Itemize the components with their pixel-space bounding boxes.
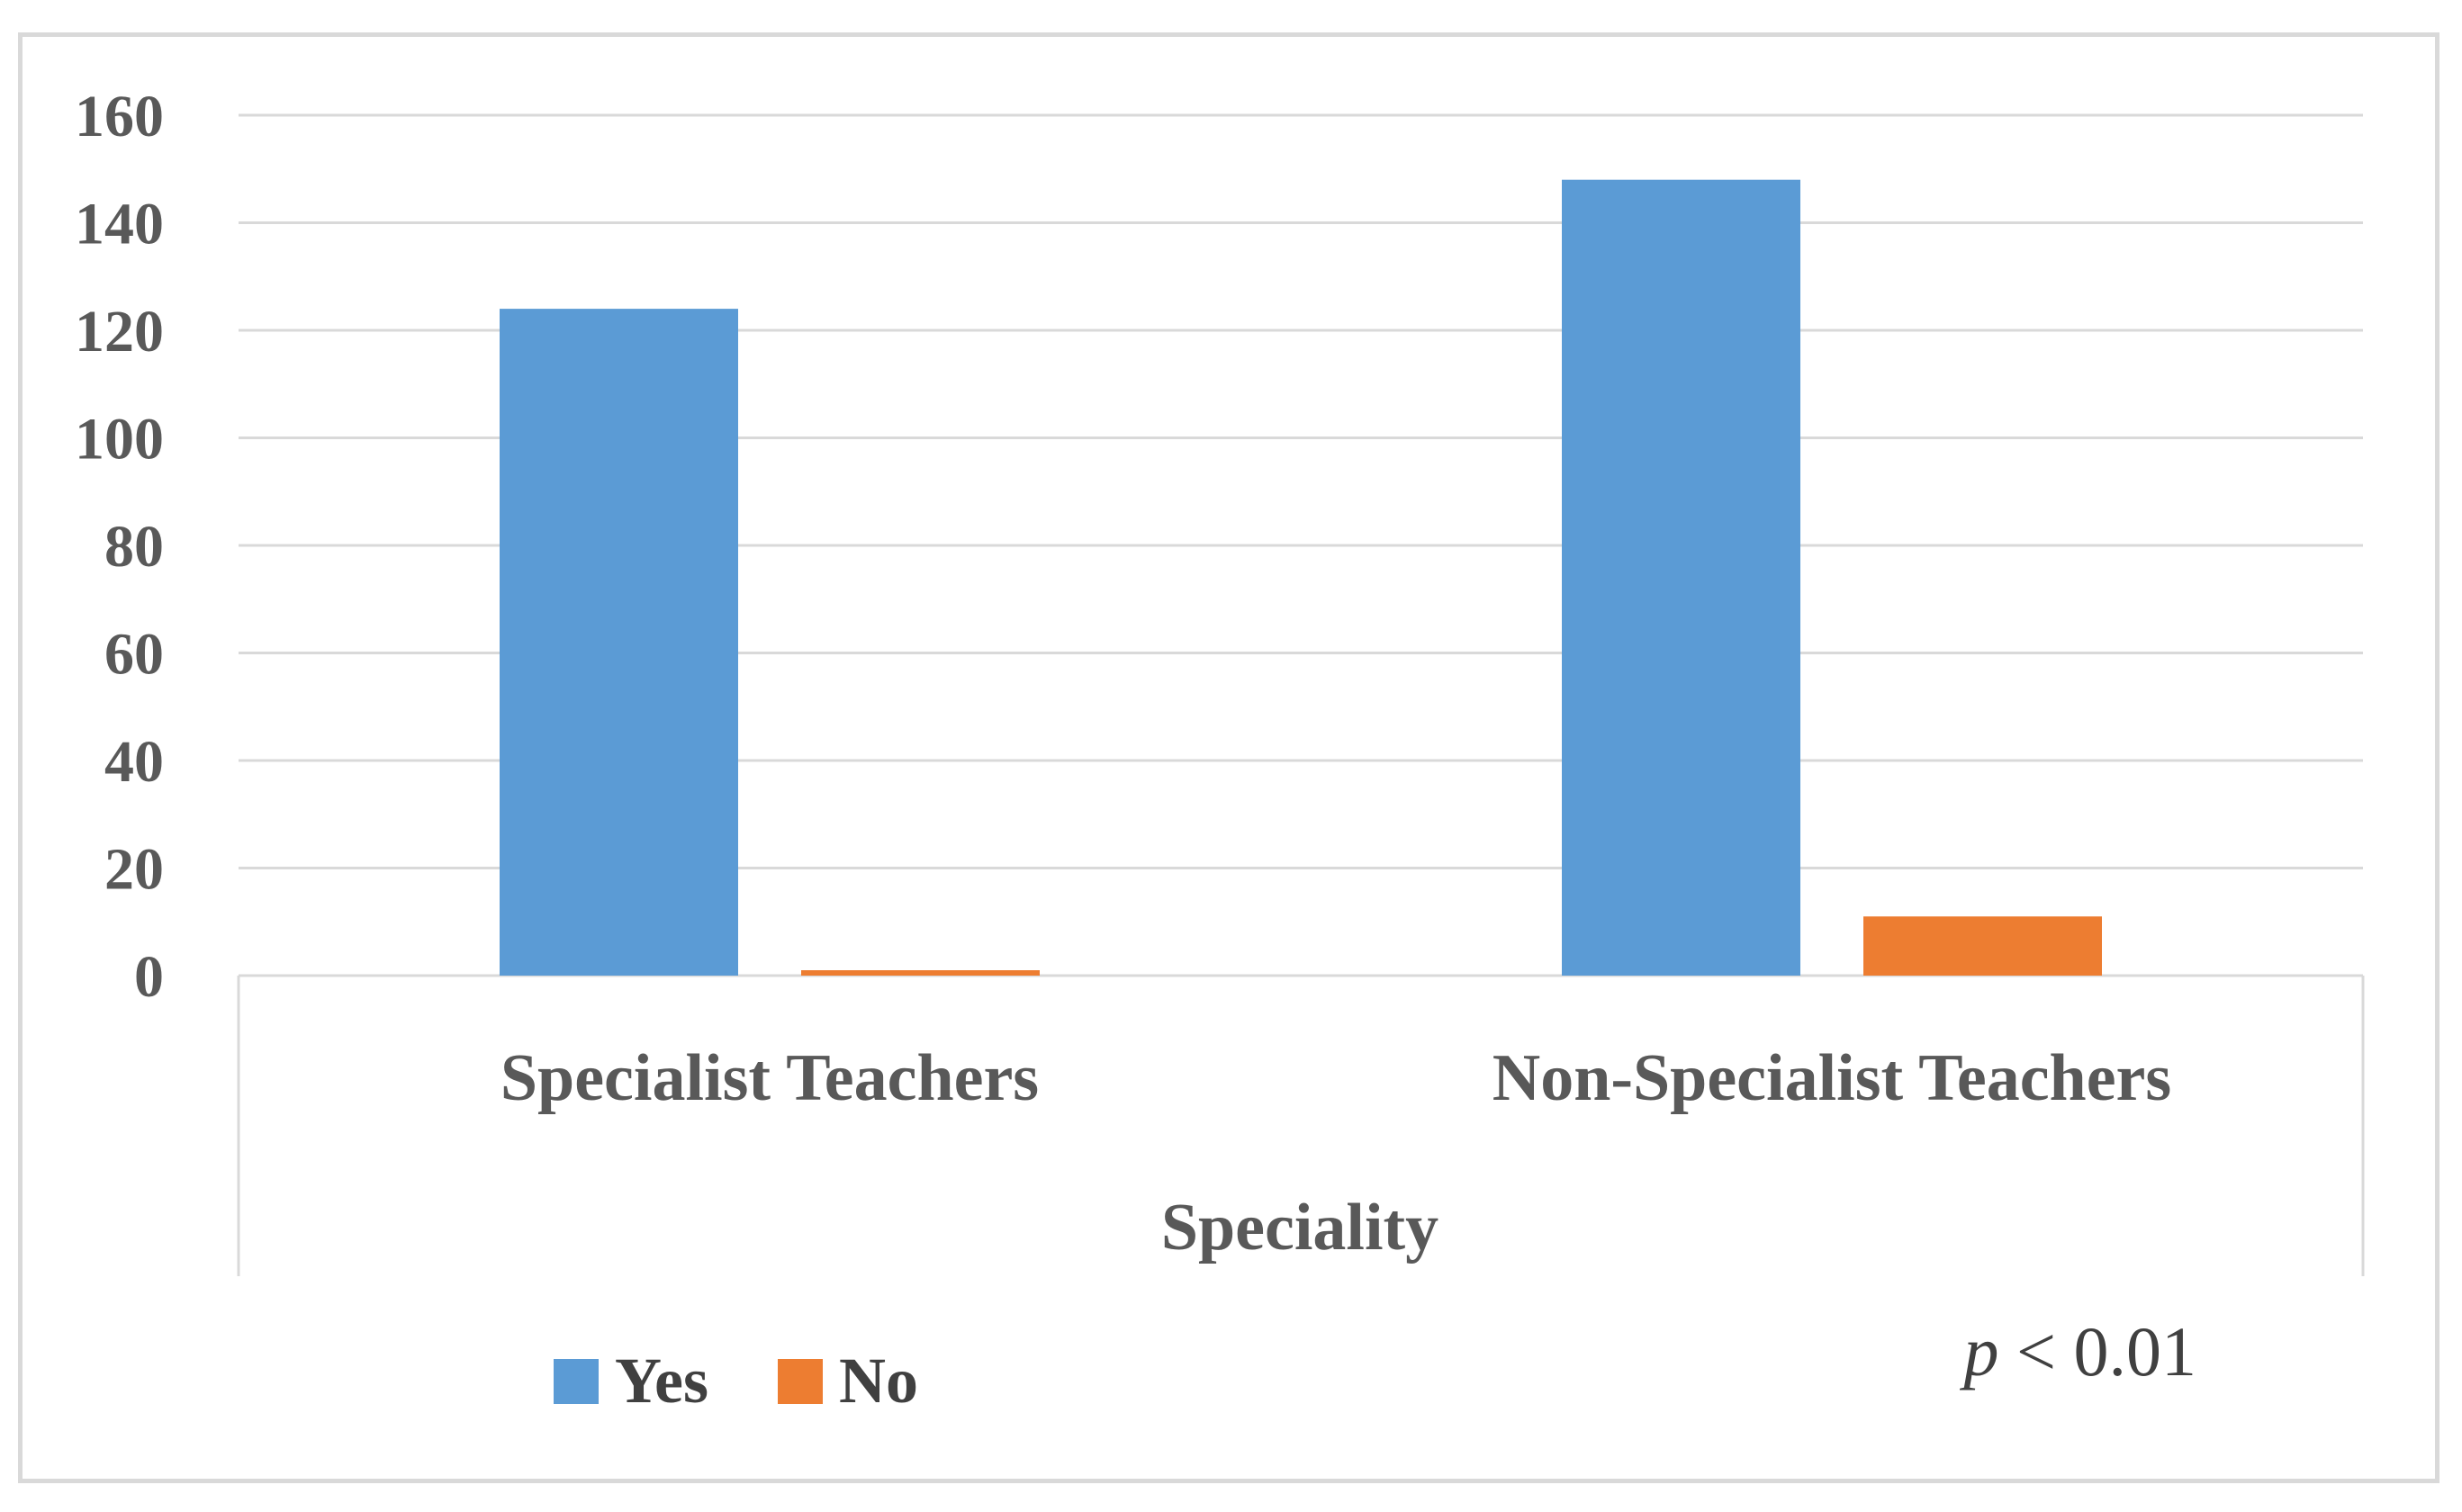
bar-no-0 [801, 970, 1040, 976]
p-value-annotation: p < 0.01 [1960, 1312, 2197, 1390]
bar-yes-1 [1562, 179, 1800, 976]
category-labels: Specialist Teachers Non-Specialist Teache… [501, 1041, 2171, 1115]
legend-label-no: No [839, 1345, 918, 1417]
y-tick-label: 80 [104, 514, 164, 580]
chart-frame [18, 32, 2439, 1483]
p-value-threshold: < 0.01 [1999, 1312, 2197, 1390]
y-tick-labels: 0 20 40 60 80 100 120 140 160 [75, 84, 164, 1010]
p-value-symbol: p [1960, 1312, 1999, 1390]
legend: Yes No [554, 1345, 918, 1417]
y-tick-label: 120 [75, 299, 164, 364]
y-tick-label: 160 [75, 84, 164, 149]
y-tick-label: 0 [134, 944, 164, 1010]
y-tick-label: 100 [75, 407, 164, 472]
legend-swatch-no [778, 1359, 823, 1404]
category-label: Specialist Teachers [501, 1041, 1039, 1115]
y-tick-label: 140 [75, 192, 164, 257]
bar-no-1 [1863, 916, 2102, 976]
category-label: Non-Specialist Teachers [1493, 1041, 2171, 1115]
bar-yes-0 [500, 309, 738, 976]
x-axis-title: Speciality [1161, 1191, 1438, 1264]
legend-label-yes: Yes [615, 1345, 708, 1417]
y-tick-label: 40 [104, 729, 164, 795]
y-tick-label: 60 [104, 622, 164, 688]
legend-swatch-yes [554, 1359, 599, 1404]
bars [500, 179, 2102, 976]
y-tick-label: 20 [104, 837, 164, 903]
